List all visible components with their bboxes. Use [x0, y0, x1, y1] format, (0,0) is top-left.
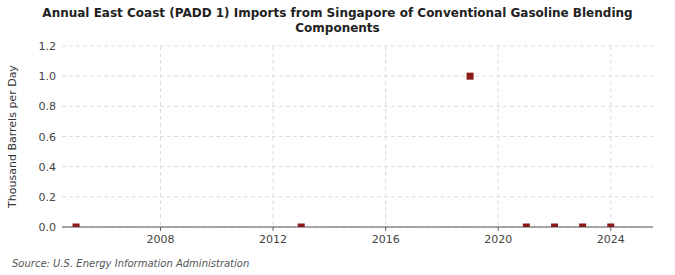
- y-tick-label: 0.8: [39, 100, 57, 113]
- point: [579, 224, 586, 228]
- y-axis-label: Thousand Barrels per Day: [6, 65, 19, 209]
- x-grid-line: [385, 46, 386, 227]
- y-tick-label: 0.0: [39, 221, 57, 234]
- y-grid-line: [62, 136, 653, 137]
- x-grid-line: [498, 46, 499, 227]
- x-tick-label: 2024: [597, 233, 625, 246]
- point: [467, 73, 474, 80]
- title: Annual East Coast (PADD 1) Imports from …: [42, 6, 632, 35]
- x-tick-label: 2008: [147, 233, 175, 246]
- points: [73, 73, 615, 227]
- x-grid-line: [160, 46, 161, 227]
- x-grid-line: [273, 46, 274, 227]
- point: [523, 224, 530, 228]
- x-tick: [498, 227, 499, 231]
- x-tick-label: 2020: [484, 233, 512, 246]
- y-tick-label: 0.2: [39, 191, 57, 204]
- point: [73, 224, 80, 228]
- y-grid-line: [62, 76, 653, 77]
- x-tick: [610, 227, 611, 231]
- y-grid-line: [62, 106, 653, 107]
- point: [298, 224, 305, 228]
- y-tick-label: 0.6: [39, 131, 57, 144]
- point: [607, 224, 614, 228]
- point: [551, 224, 558, 228]
- x-tick-label: 2016: [372, 233, 400, 246]
- y-tick-label: 0.4: [39, 161, 57, 174]
- grid: [62, 46, 653, 227]
- y-grid-line: [62, 227, 653, 228]
- x-grid-line: [610, 46, 611, 227]
- x-axis-line: [62, 227, 653, 228]
- y-tick-label: 1.2: [39, 40, 57, 53]
- x-tick: [160, 227, 161, 231]
- y-tick-label: 1.0: [39, 70, 57, 83]
- chart: Annual East Coast (PADD 1) Imports from …: [0, 0, 675, 275]
- background: [0, 0, 675, 275]
- x-tick-label: 2012: [259, 233, 287, 246]
- x-tick: [273, 227, 274, 231]
- y-grid-line: [62, 196, 653, 197]
- y-grid-line: [62, 166, 653, 167]
- y-grid-line: [62, 46, 653, 47]
- x-tick: [385, 227, 386, 231]
- source-note: Source: U.S. Energy Information Administ…: [12, 258, 249, 269]
